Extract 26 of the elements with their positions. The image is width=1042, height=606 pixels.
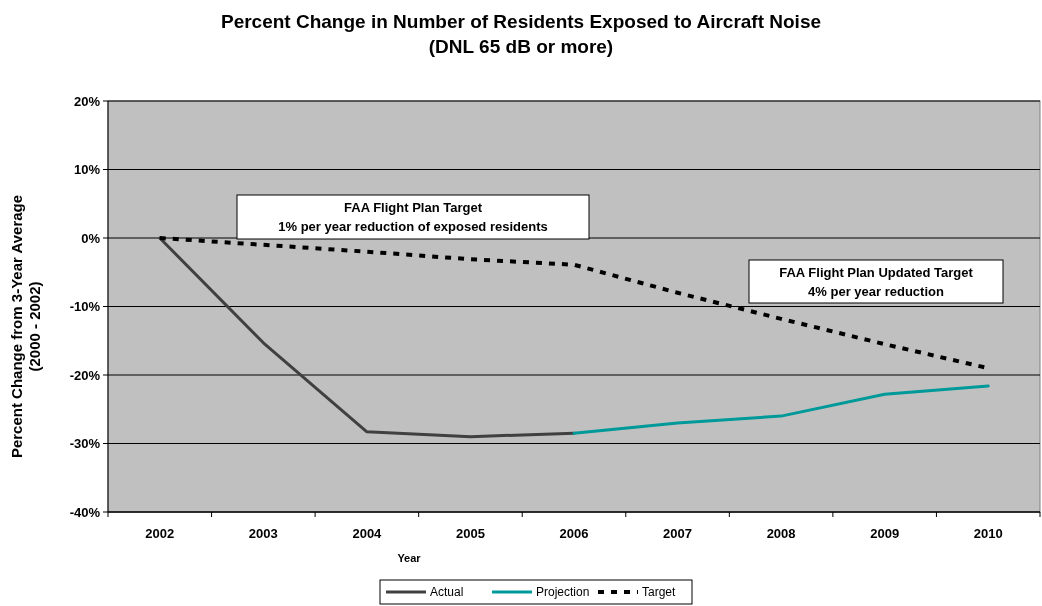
y-tick-label: -10%	[69, 299, 101, 315]
x-tick-label: 2010	[973, 526, 1003, 541]
annotation: FAA Flight Plan Target 1% per year reduction of exposed residents	[278, 200, 548, 234]
y-tick-label: -30%	[69, 436, 101, 452]
y-tick-label: 0%	[81, 230, 101, 246]
chart-title: Percent Change in Number of Residents Exposed to Aircraft Noise (DNL 65 dB or more)	[220, 11, 822, 57]
x-tick-label: 2003	[248, 526, 278, 541]
annotation: FAA Flight Plan Updated Target 4% per year reduction	[779, 265, 974, 299]
x-tick-label: 2009	[870, 526, 900, 541]
y-tick-label: -40%	[69, 504, 101, 520]
x-axis-title: Year	[397, 552, 422, 564]
y-axis-title: Percent Change from 3-Year Average (2000 - 2002)	[8, 194, 43, 459]
x-tick-label: 2004	[352, 526, 383, 541]
y-tick-label: -20%	[69, 367, 101, 383]
x-tick-label: 2006	[559, 526, 589, 541]
x-tick-label: 2005	[455, 526, 485, 541]
x-tick-label: 2007	[663, 526, 693, 541]
legend-label: Projection	[536, 585, 590, 600]
x-tick-label: 2002	[145, 526, 175, 541]
y-tick-label: 20%	[73, 93, 101, 109]
legend-label: Actual	[430, 585, 464, 600]
line-series	[572, 384, 990, 435]
x-tick-label: 2008	[766, 526, 796, 541]
legend-label: Target	[642, 585, 677, 600]
y-tick-label: 10%	[73, 162, 101, 178]
line-series	[158, 236, 576, 439]
